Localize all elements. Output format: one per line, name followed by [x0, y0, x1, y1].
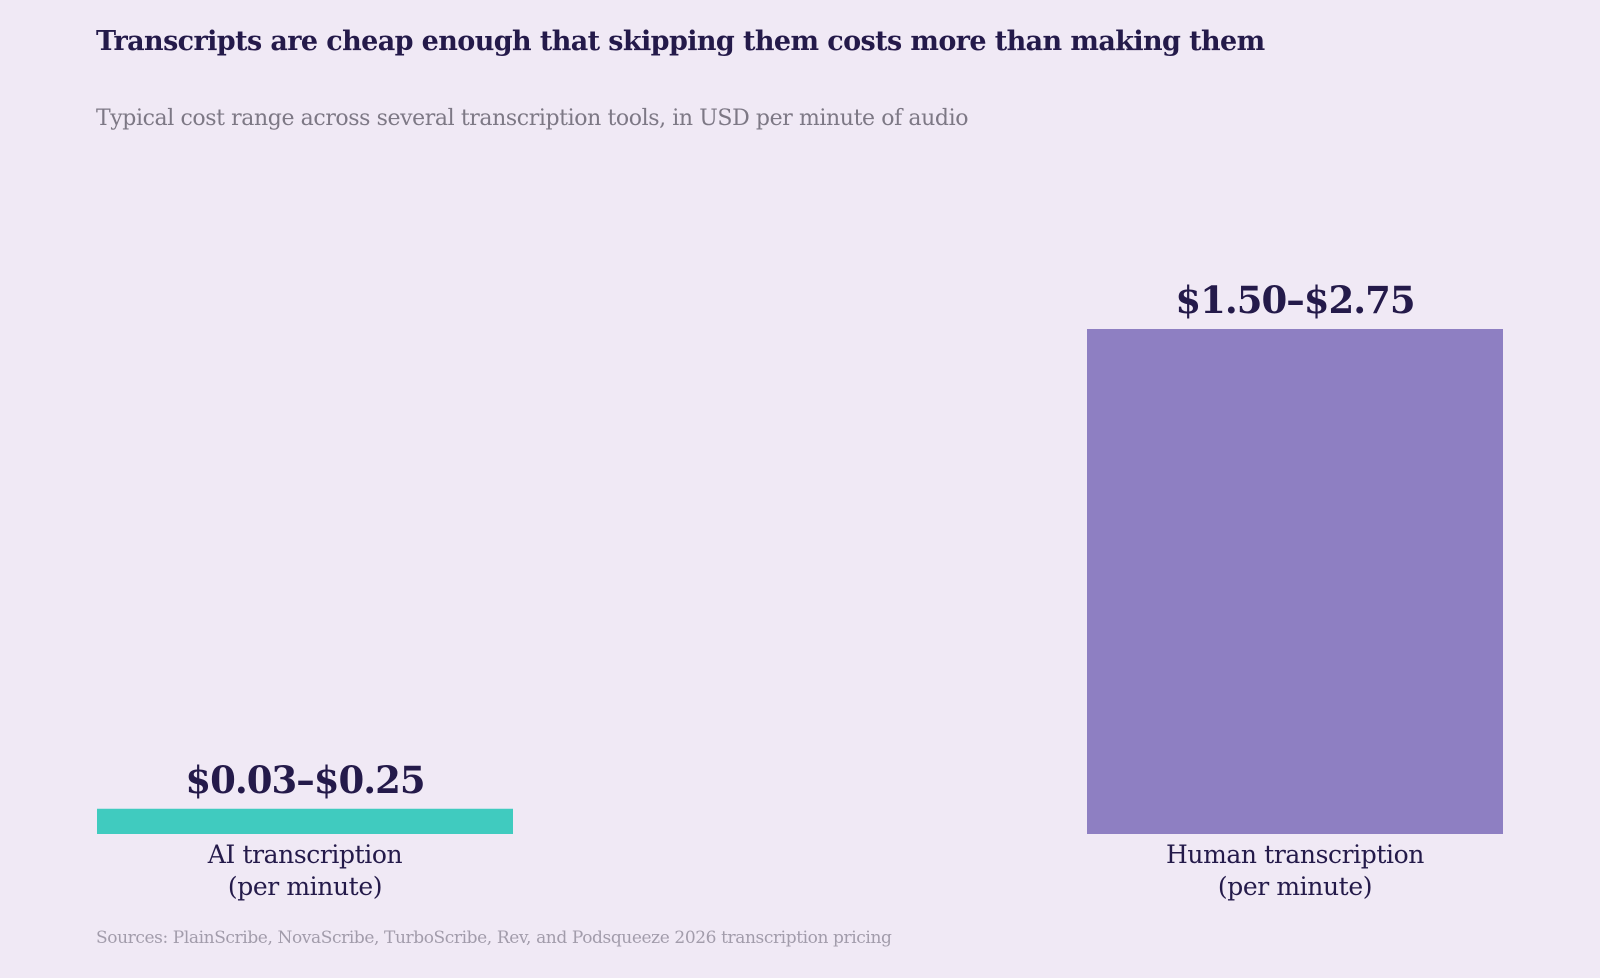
source-note: Sources: PlainScribe, NovaScribe, TurboS…: [96, 928, 892, 948]
chart-subtitle: Typical cost range across several transc…: [96, 106, 969, 131]
category-label-0-line-0: AI transcription: [207, 840, 403, 869]
bar-0: [97, 808, 513, 834]
category-label-0-line-1: (per minute): [228, 872, 382, 901]
bar-value-label-1: $1.50–$2.75: [1175, 278, 1414, 322]
bar-value-label-0: $0.03–$0.25: [185, 758, 424, 802]
category-label-1-line-0: Human transcription: [1166, 840, 1424, 869]
chart-title: Transcripts are cheap enough that skippi…: [96, 26, 1265, 57]
category-label-1-line-1: (per minute): [1218, 872, 1372, 901]
bar-1: [1087, 329, 1503, 834]
